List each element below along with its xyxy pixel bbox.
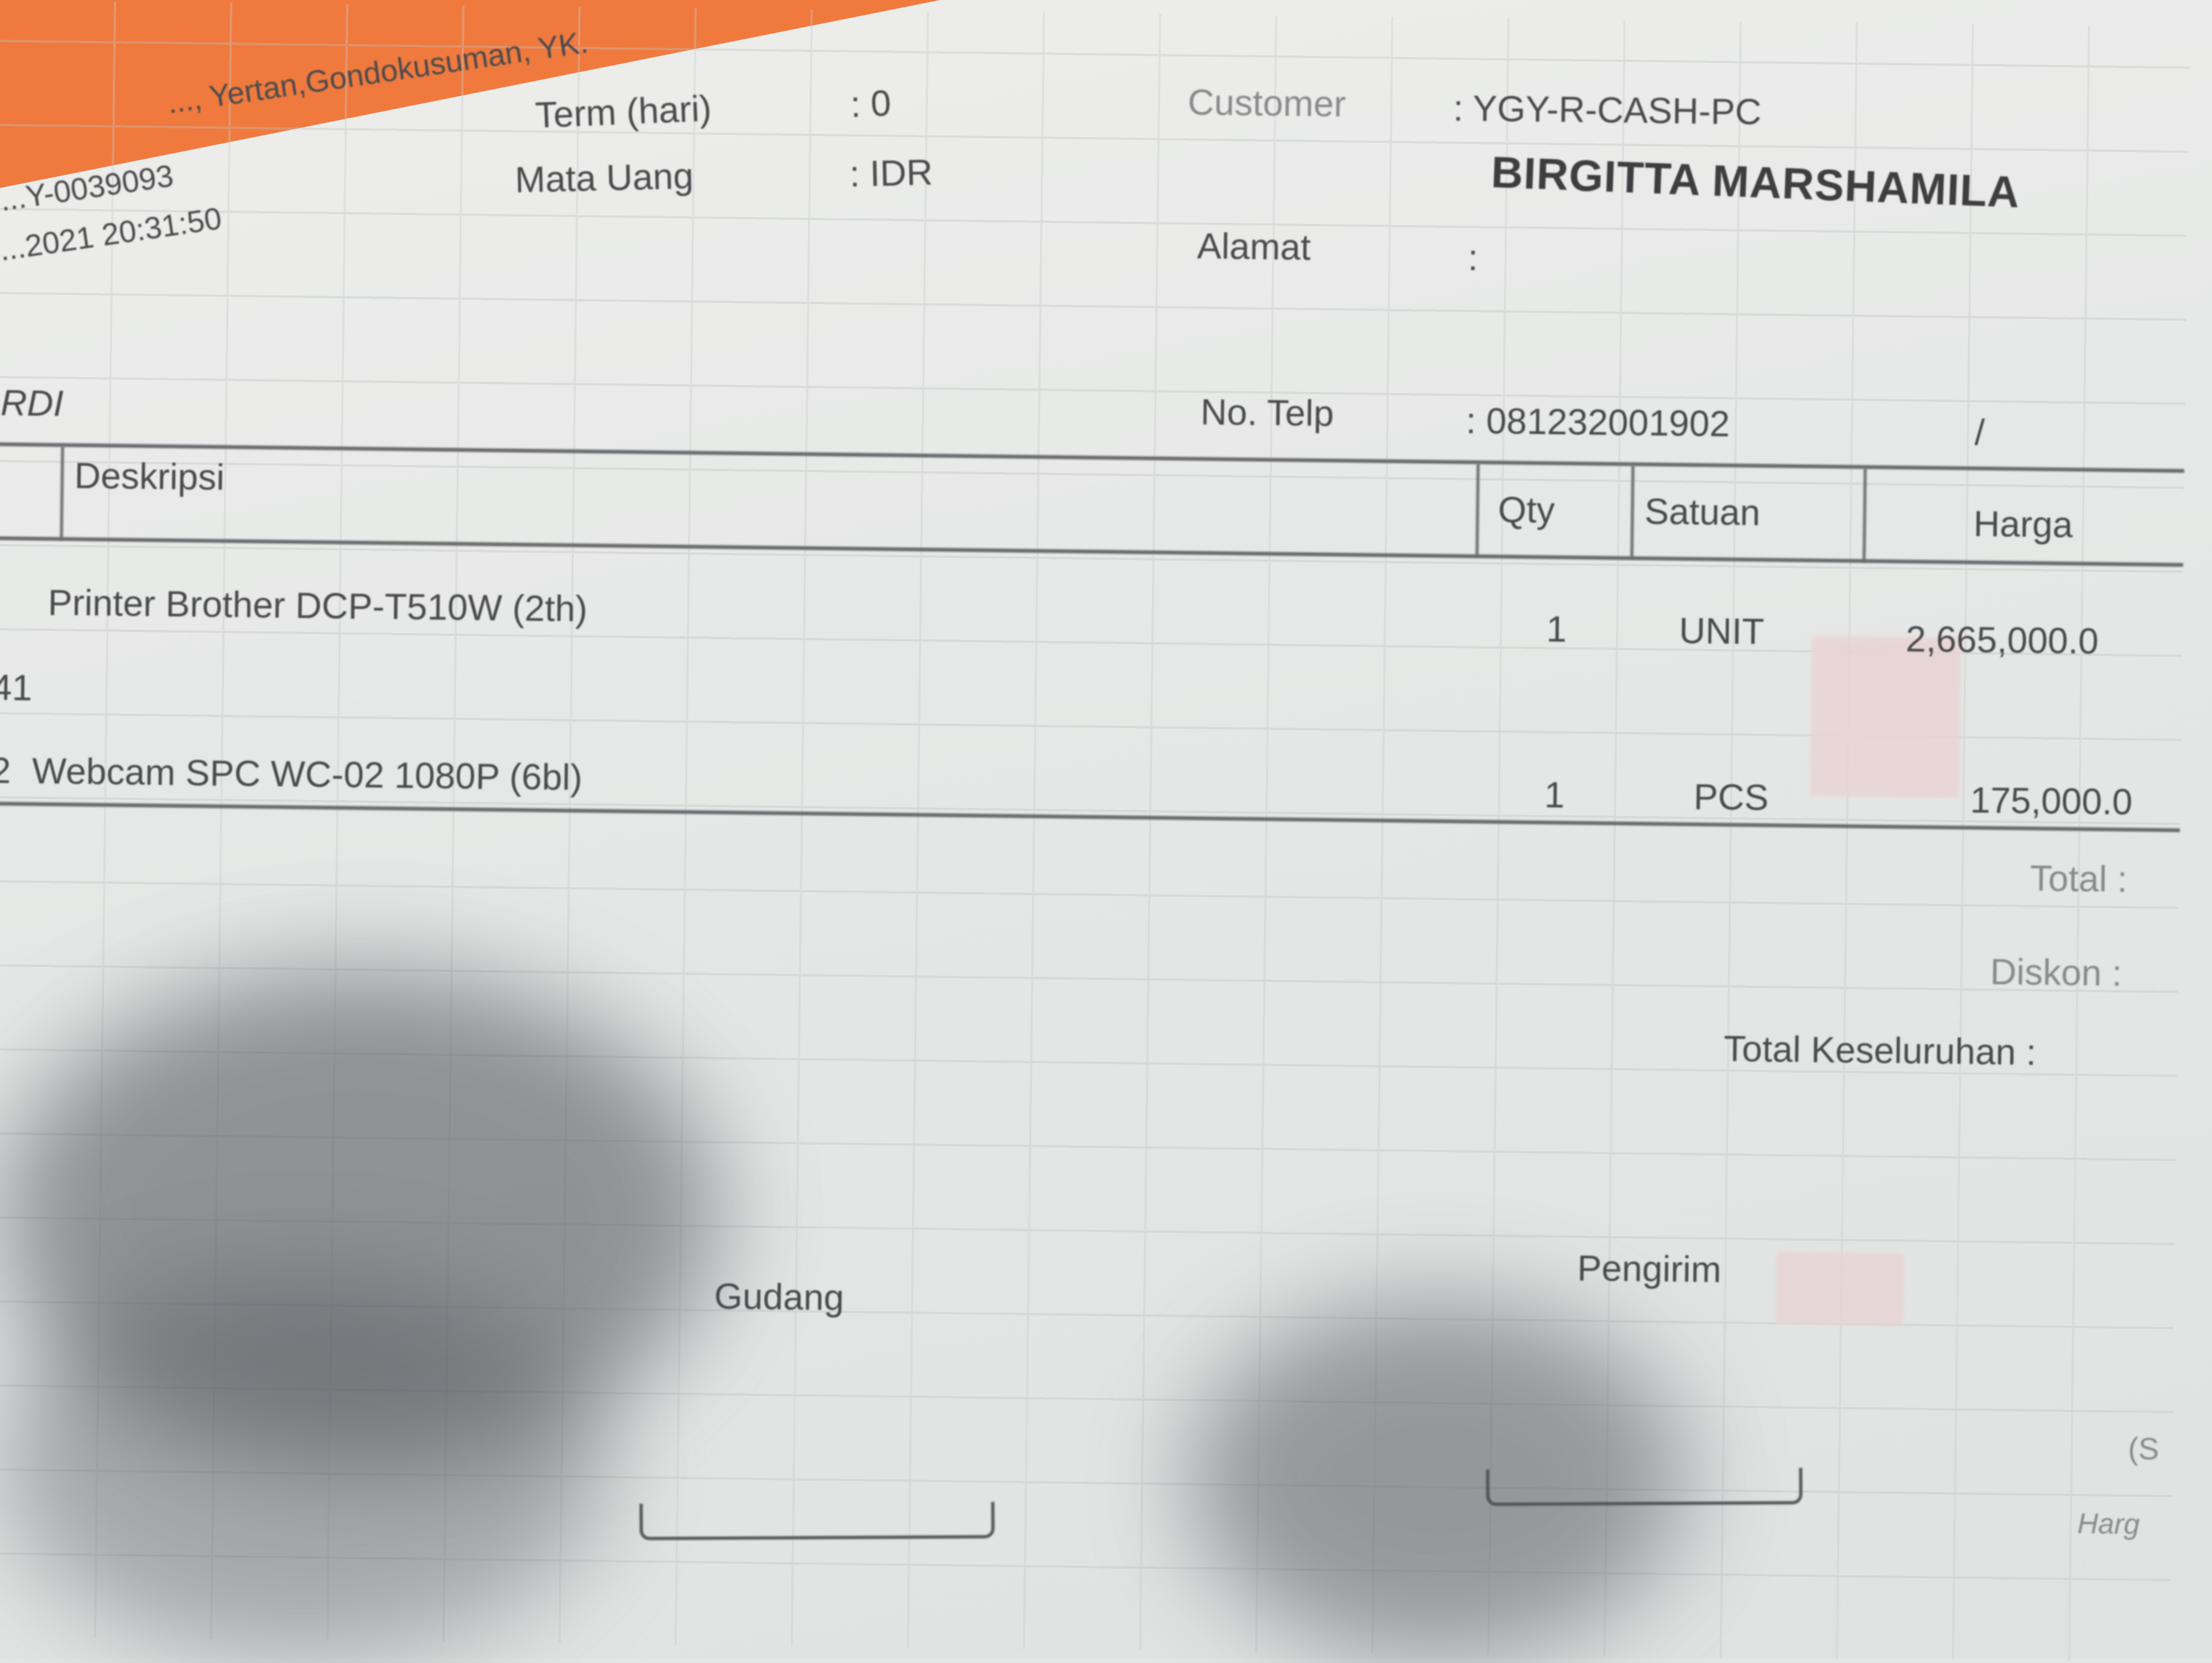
right-fragment: (S bbox=[2127, 1431, 2159, 1466]
item-price: 175,000.0 bbox=[1970, 779, 2133, 823]
hand-shadow bbox=[1189, 1299, 1687, 1659]
item-sub-fragment: 41 bbox=[0, 666, 33, 708]
item-price: 2,665,000.0 bbox=[1905, 618, 2099, 662]
term-value: : 0 bbox=[849, 82, 892, 125]
discount-label: Diskon : bbox=[1990, 951, 2122, 994]
right-fragment: Harg bbox=[2077, 1508, 2140, 1541]
column-header-description: Deskripsi bbox=[74, 454, 225, 498]
phone-suffix: / bbox=[1974, 411, 1985, 453]
left-fragment: RDI bbox=[0, 382, 64, 424]
term-label: Term (hari) bbox=[534, 87, 712, 136]
address-label: Alamat bbox=[1197, 225, 1311, 268]
phone-value: : 081232001902 bbox=[1465, 400, 1730, 444]
signature-line-warehouse bbox=[639, 1502, 995, 1540]
column-header-qty: Qty bbox=[1498, 489, 1556, 531]
item-unit: PCS bbox=[1693, 776, 1769, 818]
item-unit: UNIT bbox=[1678, 610, 1765, 652]
customer-label: Customer bbox=[1187, 81, 1347, 124]
currency-label: Mata Uang bbox=[514, 155, 694, 201]
signature-sender-label: Pengirim bbox=[1577, 1247, 1722, 1290]
hand-shadow bbox=[0, 968, 719, 1465]
item-qty: 1 bbox=[1544, 774, 1565, 815]
item-qty: 1 bbox=[1546, 608, 1567, 650]
grand-total-label: Total Keseluruhan : bbox=[1723, 1028, 2037, 1073]
item-description: Printer Brother DCP-T510W (2th) bbox=[48, 582, 588, 630]
pink-cell bbox=[1809, 636, 1961, 798]
currency-value: : IDR bbox=[849, 151, 933, 195]
pink-cell bbox=[1775, 1252, 1904, 1326]
address-value: : bbox=[1468, 237, 1479, 278]
column-header-unit: Satuan bbox=[1644, 490, 1761, 533]
column-header-price: Harga bbox=[1973, 503, 2073, 545]
item-prefix: 2 bbox=[0, 749, 12, 791]
total-label: Total : bbox=[2030, 857, 2128, 900]
hand-shadow bbox=[0, 1272, 608, 1659]
customer-value: : YGY-R-CASH-PC bbox=[1453, 87, 1762, 132]
item-description: Webcam SPC WC-02 1080P (6bl) bbox=[32, 750, 583, 798]
signature-warehouse-label: Gudang bbox=[714, 1275, 844, 1318]
phone-label: No. Telp bbox=[1200, 391, 1334, 434]
